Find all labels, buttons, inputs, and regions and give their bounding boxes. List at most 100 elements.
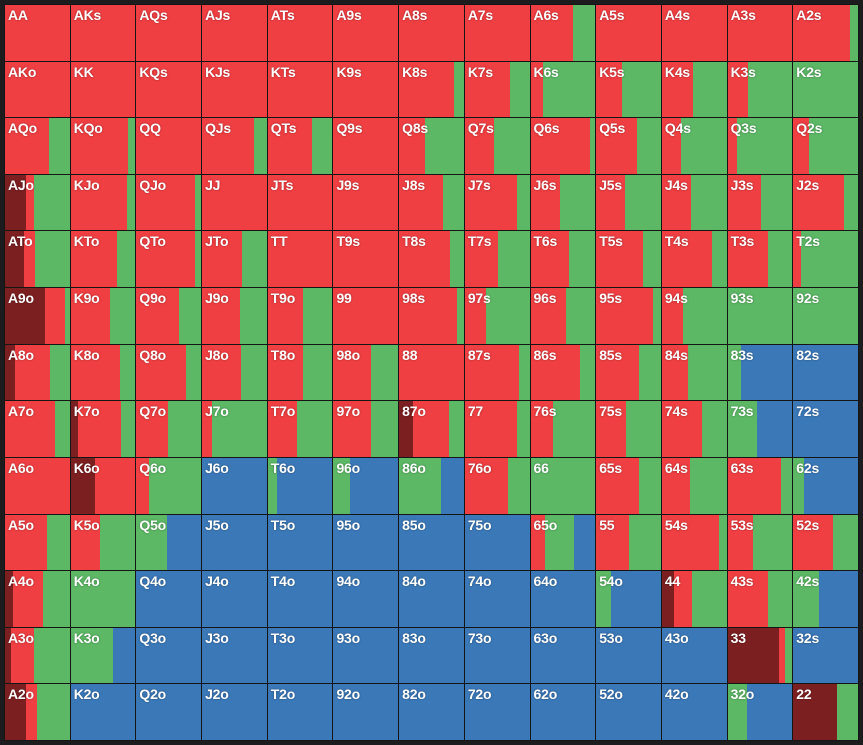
hand-cell[interactable]: 73o — [464, 627, 530, 684]
hand-cell[interactable]: A7o — [5, 401, 70, 457]
hand-cell[interactable]: 74o — [464, 571, 530, 627]
hand-cell[interactable]: JJ — [202, 174, 267, 231]
hand-cell[interactable]: Q4s — [661, 118, 727, 174]
hand-cell[interactable]: 95s — [596, 288, 661, 344]
hand-cell[interactable]: K4o — [70, 571, 136, 627]
hand-cell[interactable]: 92o — [333, 684, 399, 740]
hand-cell[interactable]: TT — [267, 231, 333, 288]
hand-cell[interactable]: 53s — [727, 514, 793, 571]
hand-cell[interactable]: AJo — [5, 174, 70, 231]
hand-cell[interactable]: J8o — [202, 344, 267, 401]
hand-cell[interactable]: Q9o — [136, 288, 202, 344]
hand-cell[interactable]: KQo — [70, 118, 136, 174]
hand-cell[interactable]: QQ — [136, 118, 202, 174]
hand-cell[interactable]: KTo — [70, 231, 136, 288]
hand-cell[interactable]: Q5s — [596, 118, 661, 174]
hand-cell[interactable]: Q8o — [136, 344, 202, 401]
hand-cell[interactable]: 82o — [399, 684, 464, 740]
hand-cell[interactable]: AQs — [136, 5, 202, 61]
hand-cell[interactable]: 62o — [530, 684, 596, 740]
hand-cell[interactable]: 83o — [399, 627, 464, 684]
hand-cell[interactable]: AJs — [202, 5, 267, 61]
hand-cell[interactable]: 22 — [793, 684, 858, 740]
hand-cell[interactable]: T9s — [333, 231, 399, 288]
hand-cell[interactable]: 72s — [793, 401, 858, 457]
hand-cell[interactable]: Q2s — [793, 118, 858, 174]
hand-cell[interactable]: J3o — [202, 627, 267, 684]
hand-cell[interactable]: T4s — [661, 231, 727, 288]
hand-cell[interactable]: Q6o — [136, 457, 202, 514]
hand-cell[interactable]: 33 — [727, 627, 793, 684]
hand-cell[interactable]: 93s — [727, 288, 793, 344]
hand-cell[interactable]: J7s — [464, 174, 530, 231]
hand-cell[interactable]: 85o — [399, 514, 464, 571]
hand-cell[interactable]: T8o — [267, 344, 333, 401]
hand-cell[interactable]: 87s — [464, 344, 530, 401]
hand-cell[interactable]: 98s — [399, 288, 464, 344]
hand-cell[interactable]: 42o — [661, 684, 727, 740]
hand-cell[interactable]: 99 — [333, 288, 399, 344]
hand-cell[interactable]: A3o — [5, 627, 70, 684]
hand-cell[interactable]: J9s — [333, 174, 399, 231]
hand-cell[interactable]: 87o — [399, 401, 464, 457]
hand-cell[interactable]: 64o — [530, 571, 596, 627]
hand-cell[interactable]: Q2o — [136, 684, 202, 740]
hand-cell[interactable]: 65s — [596, 457, 661, 514]
hand-cell[interactable]: 95o — [333, 514, 399, 571]
hand-cell[interactable]: Q4o — [136, 571, 202, 627]
hand-cell[interactable]: KK — [70, 61, 136, 118]
hand-cell[interactable]: 86s — [530, 344, 596, 401]
hand-cell[interactable]: A3s — [727, 5, 793, 61]
hand-cell[interactable]: 74s — [661, 401, 727, 457]
hand-cell[interactable]: 73s — [727, 401, 793, 457]
hand-cell[interactable]: 54s — [661, 514, 727, 571]
hand-cell[interactable]: K7s — [464, 61, 530, 118]
hand-cell[interactable]: A6o — [5, 457, 70, 514]
hand-cell[interactable]: T3s — [727, 231, 793, 288]
hand-cell[interactable]: Q3o — [136, 627, 202, 684]
hand-cell[interactable]: 76o — [464, 457, 530, 514]
hand-cell[interactable]: Q6s — [530, 118, 596, 174]
hand-cell[interactable]: K3s — [727, 61, 793, 118]
hand-cell[interactable]: J8s — [399, 174, 464, 231]
hand-cell[interactable]: 72o — [464, 684, 530, 740]
hand-cell[interactable]: 97s — [464, 288, 530, 344]
hand-cell[interactable]: 98o — [333, 344, 399, 401]
hand-cell[interactable]: J4s — [661, 174, 727, 231]
hand-cell[interactable]: 83s — [727, 344, 793, 401]
hand-cell[interactable]: K3o — [70, 627, 136, 684]
hand-cell[interactable]: K6s — [530, 61, 596, 118]
hand-cell[interactable]: AKo — [5, 61, 70, 118]
hand-cell[interactable]: 97o — [333, 401, 399, 457]
hand-cell[interactable]: Q3s — [727, 118, 793, 174]
hand-cell[interactable]: 43s — [727, 571, 793, 627]
hand-cell[interactable]: A2s — [793, 5, 858, 61]
hand-cell[interactable]: 65o — [530, 514, 596, 571]
hand-cell[interactable]: QJo — [136, 174, 202, 231]
hand-cell[interactable]: 94o — [333, 571, 399, 627]
hand-cell[interactable]: 53o — [596, 627, 661, 684]
hand-cell[interactable]: 88 — [399, 344, 464, 401]
hand-cell[interactable]: AQo — [5, 118, 70, 174]
hand-cell[interactable]: KQs — [136, 61, 202, 118]
hand-cell[interactable]: J2o — [202, 684, 267, 740]
hand-cell[interactable]: KJo — [70, 174, 136, 231]
hand-cell[interactable]: A4o — [5, 571, 70, 627]
hand-cell[interactable]: K9o — [70, 288, 136, 344]
hand-cell[interactable]: T9o — [267, 288, 333, 344]
hand-cell[interactable]: A6s — [530, 5, 596, 61]
hand-cell[interactable]: T5s — [596, 231, 661, 288]
hand-cell[interactable]: 63o — [530, 627, 596, 684]
hand-cell[interactable]: Q8s — [399, 118, 464, 174]
hand-cell[interactable]: AA — [5, 5, 70, 61]
hand-cell[interactable]: 75o — [464, 514, 530, 571]
hand-cell[interactable]: J9o — [202, 288, 267, 344]
hand-cell[interactable]: 54o — [596, 571, 661, 627]
hand-cell[interactable]: J7o — [202, 401, 267, 457]
hand-cell[interactable]: J6s — [530, 174, 596, 231]
hand-cell[interactable]: 55 — [596, 514, 661, 571]
hand-cell[interactable]: JTo — [202, 231, 267, 288]
hand-cell[interactable]: K2s — [793, 61, 858, 118]
hand-cell[interactable]: AKs — [70, 5, 136, 61]
hand-cell[interactable]: 64s — [661, 457, 727, 514]
